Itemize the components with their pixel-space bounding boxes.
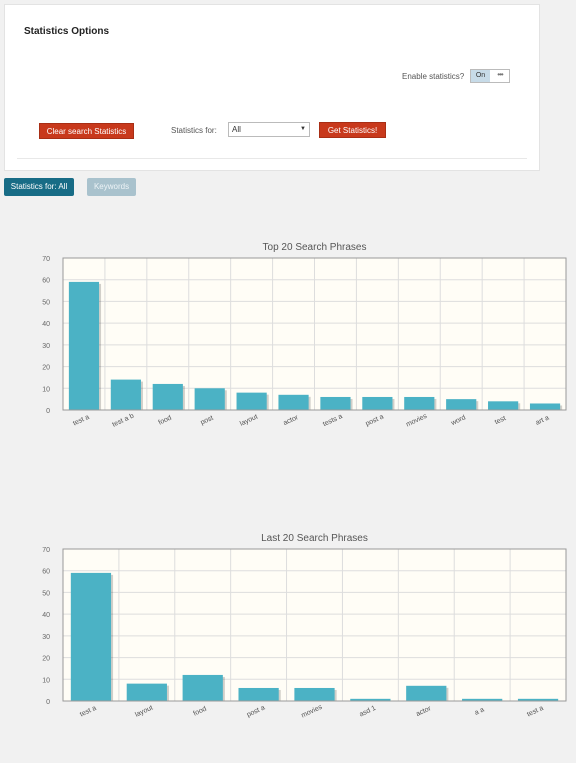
chart1-plot-border [62, 548, 567, 702]
chart1-x-tick-label: actor [415, 705, 433, 718]
chart1-x-tick-label: movies [300, 704, 324, 720]
statistics-for-value: All [232, 125, 241, 134]
chart1-bar [238, 687, 279, 701]
toggle-handle-icon: ••• [497, 70, 503, 79]
chart1-bar [406, 685, 447, 701]
chart1-x-tick-label: asd 1 [359, 705, 378, 719]
chart0-y-tick-label: 10 [42, 386, 50, 393]
chart0-bar [194, 388, 225, 410]
statistics-for-label: Statistics for: [171, 126, 217, 135]
chart1-x-tick-label: a a [474, 706, 486, 717]
chart0-bar [278, 394, 309, 410]
chart0-x-tick-label: art a [535, 414, 551, 426]
chart0-bar [488, 401, 519, 410]
chart0-plot-border [62, 257, 567, 411]
chart0-x-tick-label: test a [72, 414, 91, 428]
chart1-y-tick-label: 40 [42, 612, 50, 619]
chart1-y-tick-label: 20 [42, 656, 50, 663]
chart1-x-tick-label: layout [134, 704, 154, 718]
chart1-y-tick-label: 0 [46, 699, 50, 706]
chart1-y-tick-label: 50 [42, 590, 50, 597]
chart1-bar [462, 698, 503, 701]
chart0-x-tick-label: word [449, 414, 467, 427]
tab-statistics-for-all[interactable]: Statistics for: All [4, 178, 74, 196]
last-20-search-phrases-chart: Last 20 Search Phrases 0 10 20 30 40 50 60 70 tes… [42, 533, 567, 720]
chart0-x-tick-label: tests a [322, 413, 344, 428]
clear-statistics-button[interactable]: Clear search Statistics [39, 123, 134, 139]
chart1-x-tick-label: post a [246, 704, 266, 718]
chart0-title: Top 20 Search Phrases [263, 242, 367, 253]
chevron-down-icon: ▼ [300, 126, 306, 132]
get-statistics-button[interactable]: Get Statistics! [319, 122, 386, 138]
chart1-bar [70, 572, 112, 701]
chart0-bar [320, 396, 351, 410]
chart0-bar [404, 396, 435, 410]
chart1-x-tick-label: test a [526, 705, 545, 719]
chart0-bar [529, 403, 561, 410]
enable-statistics-label: Enable statistics? [402, 72, 465, 81]
chart0-x-tick-label: post [200, 415, 215, 427]
chart0-bar [110, 379, 141, 410]
chart1-bar [350, 698, 391, 701]
chart0-y-tick-label: 0 [46, 408, 50, 415]
chart0-x-tick-label: layout [239, 413, 259, 427]
top-20-search-phrases-chart: Top 20 Search Phrases 0 10 20 30 40 50 60 70 test… [42, 242, 567, 429]
chart0-y-tick-label: 40 [42, 321, 50, 328]
enable-statistics-toggle[interactable]: On ••• [470, 69, 510, 83]
chart0-bar [446, 399, 477, 410]
chart1-y-tick-label: 30 [42, 634, 50, 641]
chart0-y-tick-label: 30 [42, 343, 50, 350]
chart0-x-tick-label: test [494, 415, 507, 426]
chart0-y-tick-label: 20 [42, 365, 50, 372]
tab-keywords[interactable]: Keywords [87, 178, 136, 196]
chart0-x-tick-label: movies [405, 413, 429, 429]
chart1-x-tick-label: food [192, 706, 207, 718]
chart0-bar [68, 281, 100, 410]
chart0-x-tick-label: food [158, 415, 173, 427]
chart1-x-tick-label: test a [79, 705, 98, 719]
statistics-for-select[interactable]: All ▼ [228, 122, 310, 137]
chart1-plot-area [62, 548, 567, 702]
chart0-bar [152, 383, 183, 410]
panel-divider [17, 158, 527, 159]
chart0-x-tick-label: post a [365, 413, 385, 427]
chart1-bar [294, 687, 335, 701]
chart1-y-tick-label: 60 [42, 569, 50, 576]
chart1-bar [126, 683, 167, 701]
chart0-y-tick-label: 70 [42, 256, 50, 263]
chart0-x-tick-label: test a b [111, 413, 135, 429]
chart1-y-tick-label: 70 [42, 547, 50, 554]
chart0-bar [362, 396, 393, 410]
chart0-x-tick-label: actor [282, 414, 300, 427]
toggle-on-label: On [471, 70, 490, 82]
statistics-options-panel: Statistics Options Enable statistics? On… [4, 4, 540, 171]
chart0-bar [236, 392, 267, 410]
chart1-title: Last 20 Search Phrases [261, 533, 368, 544]
chart1-bar [182, 674, 223, 701]
chart1-y-tick-label: 10 [42, 677, 50, 684]
chart0-y-tick-label: 50 [42, 299, 50, 306]
chart0-y-tick-label: 60 [42, 278, 50, 285]
chart1-bar [517, 698, 559, 701]
panel-title: Statistics Options [24, 26, 110, 37]
